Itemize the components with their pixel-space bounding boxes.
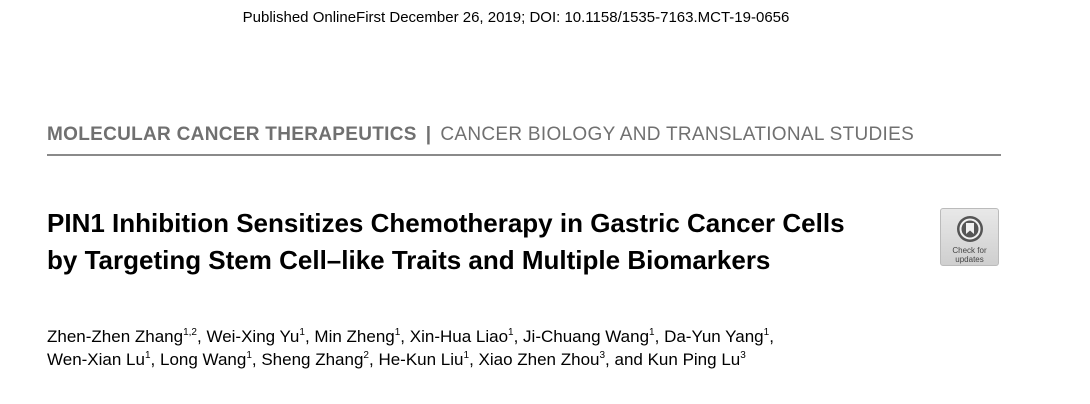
journal-separator: | [425,124,432,145]
author-entry: Zhen-Zhen Zhang1,2, [47,327,207,346]
author-entry: Sheng Zhang2, [261,350,379,369]
author-name: Zhen-Zhen Zhang [47,327,184,346]
author-affiliation: 1,2 [183,327,197,338]
author-name: Ji-Chuang Wang [523,327,650,346]
author-entry: Ji-Chuang Wang1, [523,327,665,346]
author-entry: Kun Ping Lu3 [648,350,746,369]
author-name: Da-Yun Yang [664,327,764,346]
badge-text: Check for updates [941,246,998,264]
author-name: Xiao Zhen Zhou [478,350,600,369]
article-title: PIN1 Inhibition Sensitizes Chemotherapy … [47,208,845,275]
check-for-updates-badge[interactable]: Check for updates [940,208,999,266]
author-name: He-Kun Liu [378,350,464,369]
author-name: Wen-Xian Lu [47,350,145,369]
author-name: Wei-Xing Yu [206,327,300,346]
author-entry: Wei-Xing Yu1, [206,327,315,346]
journal-header: MOLECULAR CANCER THERAPEUTICS | CANCER BIO… [47,124,1001,146]
journal-section: CANCER BIOLOGY AND TRANSLATIONAL STUDIES [440,124,915,145]
author-entry: Xiao Zhen Zhou3, and [478,350,648,369]
author-affiliation: 1 [144,350,151,361]
published-online-line: Published OnlineFirst December 26, 2019;… [242,9,790,26]
author-name: Long Wang [159,350,247,369]
author-affiliation: 1 [394,327,401,338]
check-for-updates-icon [956,216,983,242]
author-name: Min Zheng [314,327,395,346]
author-entry: Wen-Xian Lu1, [47,350,160,369]
author-entry: Min Zheng1, [314,327,410,346]
author-name: Sheng Zhang [261,350,364,369]
author-affiliation: 2 [363,350,369,361]
author-entry: Xin-Hua Liao1, [409,327,524,346]
journal-name: MOLECULAR CANCER THERAPEUTICS [47,124,417,145]
author-entry: Long Wang1, [159,350,262,369]
author-entry: He-Kun Liu1, [378,350,479,369]
author-affiliation: 1 [763,327,770,338]
author-affiliation: 1 [246,350,252,361]
author-affiliation: 1 [649,327,655,338]
author-name: Kun Ping Lu [647,350,741,369]
author-affiliation: 1 [299,327,305,338]
author-affiliation: 1 [463,350,470,361]
author-list: Zhen-Zhen Zhang1,2, Wei-Xing Yu1, Min Zh… [47,325,947,371]
author-affiliation: 1 [508,327,514,338]
author-affiliation: 3 [599,350,606,361]
author-affiliation: 3 [740,350,746,361]
badge-line-1: Check for [952,246,987,255]
author-entry: Da-Yun Yang1, [664,327,774,346]
author-name: Xin-Hua Liao [409,327,509,346]
badge-line-2: updates [955,255,984,264]
header-rule [47,154,1001,156]
